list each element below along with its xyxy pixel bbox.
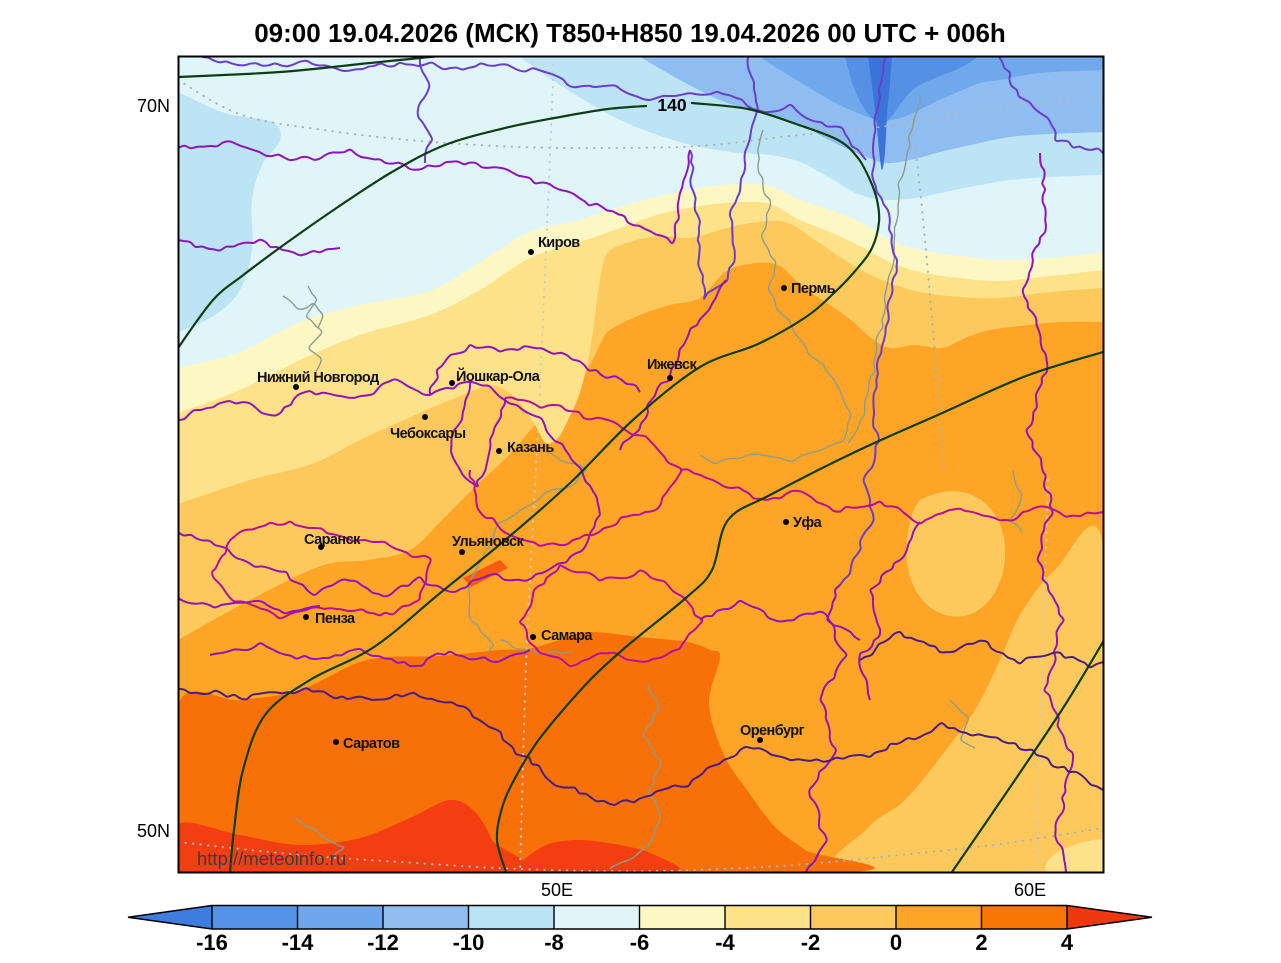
svg-text:Ульяновск: Ульяновск bbox=[452, 534, 525, 550]
svg-text:-4: -4 bbox=[715, 930, 735, 955]
svg-text:Нижний Новгород: Нижний Новгород bbox=[257, 370, 379, 386]
svg-text:http://meteoinfo.ru: http://meteoinfo.ru bbox=[197, 848, 346, 869]
svg-text:-14: -14 bbox=[282, 930, 315, 955]
svg-text:50N: 50N bbox=[137, 821, 170, 841]
svg-text:Саранск: Саранск bbox=[304, 532, 361, 548]
svg-text:Казань: Казань bbox=[507, 440, 554, 456]
svg-text:0: 0 bbox=[890, 930, 902, 955]
svg-text:Самара: Самара bbox=[541, 628, 593, 644]
svg-text:2: 2 bbox=[975, 930, 987, 955]
svg-text:60E: 60E bbox=[1014, 880, 1046, 900]
svg-text:-12: -12 bbox=[367, 930, 399, 955]
svg-text:Саратов: Саратов bbox=[343, 736, 400, 752]
svg-text:Оренбург: Оренбург bbox=[740, 723, 805, 739]
svg-text:4: 4 bbox=[1061, 930, 1074, 955]
svg-text:-6: -6 bbox=[630, 930, 650, 955]
svg-text:Чебоксары: Чебоксары bbox=[390, 426, 466, 442]
svg-text:140: 140 bbox=[657, 95, 686, 115]
svg-text:Уфа: Уфа bbox=[793, 515, 823, 531]
svg-text:Пермь: Пермь bbox=[791, 281, 836, 297]
svg-text:Пенза: Пенза bbox=[315, 611, 356, 627]
svg-text:Киров: Киров bbox=[538, 235, 580, 251]
svg-text:Ижевск: Ижевск bbox=[647, 357, 697, 373]
svg-text:-8: -8 bbox=[544, 930, 564, 955]
svg-text:-16: -16 bbox=[196, 930, 228, 955]
svg-text:50E: 50E bbox=[541, 880, 573, 900]
svg-text:70N: 70N bbox=[137, 96, 170, 116]
svg-text:-2: -2 bbox=[801, 930, 821, 955]
svg-text:09:00 19.04.2026 (МСК) T850+H8: 09:00 19.04.2026 (МСК) T850+H850 19.04.2… bbox=[254, 18, 1006, 48]
svg-text:Йошкар-Ола: Йошкар-Ола bbox=[456, 367, 541, 385]
svg-text:-10: -10 bbox=[453, 930, 485, 955]
